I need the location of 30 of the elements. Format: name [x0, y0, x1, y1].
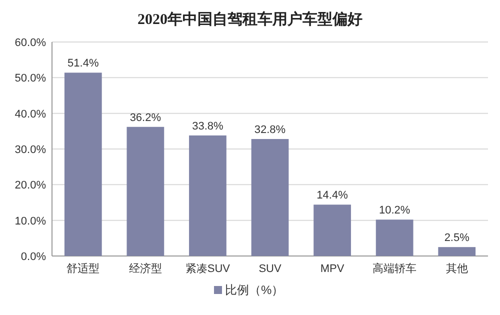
bar: [251, 139, 289, 256]
y-tick-label: 60.0%: [14, 37, 46, 49]
y-tick-label: 10.0%: [14, 215, 46, 228]
data-label: 14.4%: [316, 190, 348, 202]
bar: [376, 220, 414, 256]
legend-label: 比例（%）: [225, 283, 284, 297]
data-label: 36.2%: [130, 112, 162, 124]
x-tick-label: MPV: [320, 263, 345, 275]
x-tick-label: 舒适型: [66, 262, 100, 275]
data-label: 33.8%: [192, 120, 224, 132]
bar: [126, 126, 164, 256]
x-tick-label: 经济型: [128, 262, 162, 275]
bar: [314, 204, 351, 256]
chart-title: 2020年中国自驾租车用户车型偏好: [138, 10, 362, 28]
data-label: 32.8%: [254, 124, 286, 136]
x-tick-label: 其他: [446, 262, 468, 275]
data-label: 51.4%: [68, 58, 99, 70]
x-tick-label: SUV: [258, 263, 282, 275]
bar: [438, 247, 476, 256]
y-tick-label: 30.0%: [14, 144, 46, 156]
bar: [189, 135, 226, 256]
data-label: 2.5%: [444, 232, 470, 244]
y-tick-label: 50.0%: [14, 72, 46, 85]
x-tick-label: 高端轿车: [372, 262, 417, 275]
y-tick-label: 0.0%: [20, 251, 46, 263]
y-tick-label: 40.0%: [14, 108, 46, 120]
x-tick-label: 紧凑SUV: [185, 263, 231, 275]
y-tick-label: 20.0%: [14, 180, 46, 192]
bar: [64, 72, 102, 256]
data-label: 10.2%: [378, 204, 410, 217]
